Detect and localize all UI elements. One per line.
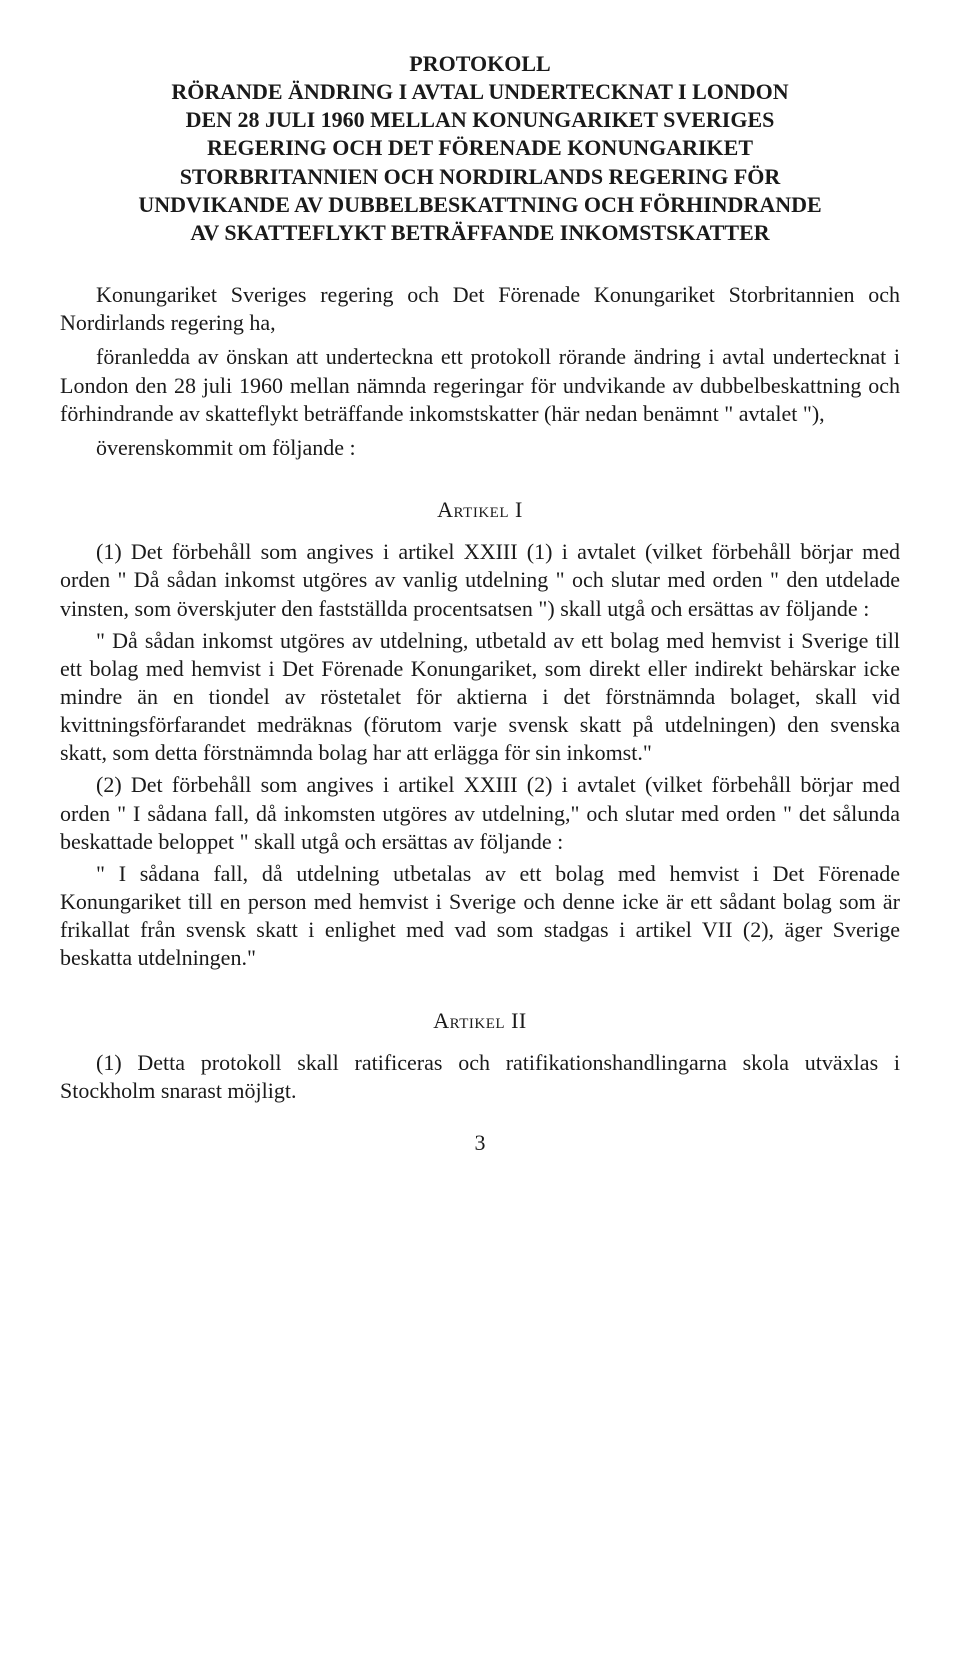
document-page: PROTOKOLL RÖRANDE ÄNDRING I AVTAL UNDERT… xyxy=(0,0,960,1673)
article-1-p1: (1) Det förbehåll som angives i artikel … xyxy=(60,538,900,622)
article-1-heading-text: Artikel I xyxy=(437,497,523,522)
title-line-5: STORBRITANNIEN OCH NORDIRLANDS REGERING … xyxy=(60,163,900,191)
article-1-p3: (2) Det förbehåll som angives i artikel … xyxy=(60,771,900,855)
title-line-1: PROTOKOLL xyxy=(60,50,900,78)
article-1-p4: " I sådana fall, då utdelning utbetalas … xyxy=(60,860,900,973)
article-1-body: (1) Det förbehåll som angives i artikel … xyxy=(60,538,900,972)
article-2-heading-text: Artikel II xyxy=(433,1008,526,1033)
article-1-heading: Artikel I xyxy=(60,496,900,524)
title-line-6: UNDVIKANDE AV DUBBELBESKATTNING OCH FÖRH… xyxy=(60,191,900,219)
title-line-4: REGERING OCH DET FÖRENADE KONUNGARIKET xyxy=(60,134,900,162)
article-2-body: (1) Detta protokoll skall ratificeras oc… xyxy=(60,1049,900,1105)
article-1-p2: " Då sådan inkomst utgöres av utdelning,… xyxy=(60,627,900,768)
preamble: Konungariket Sveriges regering och Det F… xyxy=(60,281,900,462)
document-title: PROTOKOLL RÖRANDE ÄNDRING I AVTAL UNDERT… xyxy=(60,50,900,247)
title-line-7: AV SKATTEFLYKT BETRÄFFANDE INKOMSTSKATTE… xyxy=(60,219,900,247)
title-line-3: DEN 28 JULI 1960 MELLAN KONUNGARIKET SVE… xyxy=(60,106,900,134)
preamble-p3: överenskommit om följande : xyxy=(60,434,900,462)
preamble-p1: Konungariket Sveriges regering och Det F… xyxy=(60,281,900,337)
article-2-heading: Artikel II xyxy=(60,1007,900,1035)
preamble-p2: föranledda av önskan att underteckna ett… xyxy=(60,343,900,427)
page-number: 3 xyxy=(60,1129,900,1157)
title-line-2: RÖRANDE ÄNDRING I AVTAL UNDERTECKNAT I L… xyxy=(60,78,900,106)
article-2-p1: (1) Detta protokoll skall ratificeras oc… xyxy=(60,1049,900,1105)
